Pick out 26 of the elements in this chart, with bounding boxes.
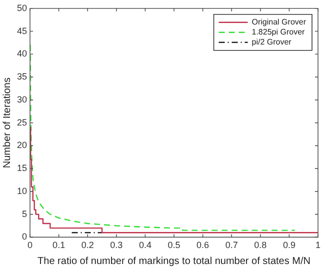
y-axis-title: Number of Iterations [2,77,13,168]
legend-label: Original Grover [252,18,306,27]
x-tick-label: 0.3 [110,240,123,250]
y-tick-label: 30 [16,94,28,104]
x-tick-label: 0.5 [168,240,180,250]
x-tick-label: 1 [315,240,321,250]
x-tick-label: 0.7 [225,240,238,250]
y-tick-label: 0 [22,232,28,242]
y-tick-label: 35 [16,72,28,82]
x-axis-title: The ratio of number of markings to total number of states M/N [38,256,310,267]
y-tick-label: 5 [22,208,28,219]
y-tick-label: 15 [16,163,28,174]
x-tick-label: 0.4 [138,240,152,250]
x-tick-label: 0.9 [282,240,296,250]
x-tick-label: 0.8 [254,240,267,250]
y-tick-label: 10 [16,186,28,196]
legend-label: pi/2 Grover [252,38,292,47]
y-tick-label: 40 [16,48,28,59]
y-tick-label: 45 [16,26,28,36]
x-tick-label: 0.2 [81,240,94,250]
y-tick-label: 25 [16,117,28,128]
legend-label: 1.825pi Grover [252,28,306,37]
x-tick-label: 0.6 [196,240,210,250]
x-tick-label: 0.1 [52,240,66,250]
y-tick-label: 20 [16,140,28,150]
y-tick-label: 50 [16,2,28,13]
